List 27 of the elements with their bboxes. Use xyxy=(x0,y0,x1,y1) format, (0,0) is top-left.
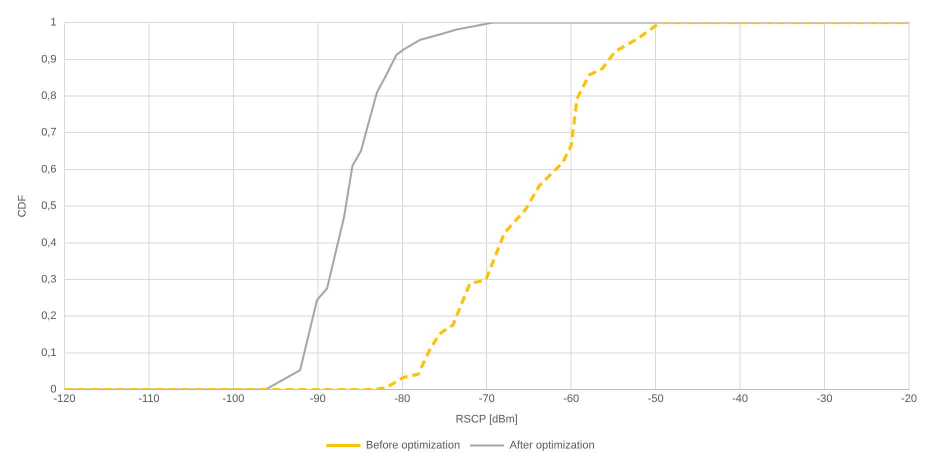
x-tick-label: -70 xyxy=(478,393,495,406)
y-tick-label: 0,1 xyxy=(41,346,56,359)
y-tick-label: 0,4 xyxy=(41,236,56,249)
x-tick-label: -110 xyxy=(138,393,160,406)
x-tick-label: -80 xyxy=(394,393,410,406)
x-tick-label: -30 xyxy=(816,393,832,406)
legend-label: After optimization xyxy=(510,440,595,452)
y-tick-label: 0,9 xyxy=(41,53,56,66)
y-tick-label: 0,3 xyxy=(41,274,56,286)
x-tick-label: -100 xyxy=(222,393,244,406)
x-tick-label: -120 xyxy=(53,393,76,406)
x-tick-label: -20 xyxy=(901,393,917,406)
line-series xyxy=(64,22,909,390)
y-tick-label: 0,8 xyxy=(41,90,56,102)
legend-label: Before optimization xyxy=(366,440,460,452)
x-axis-title: RSCP [dBm] xyxy=(456,413,518,426)
y-tick-label: 0,2 xyxy=(41,310,56,322)
y-tick-label: 0,6 xyxy=(41,163,56,176)
y-axis-title: CDF xyxy=(16,194,29,218)
x-tick-label: -60 xyxy=(563,393,580,406)
y-tick-label: 0,7 xyxy=(41,126,56,139)
x-tick-label: -90 xyxy=(310,393,326,406)
x-tick-label: -40 xyxy=(732,393,748,406)
y-tick-label: 0,5 xyxy=(41,200,56,212)
x-tick-label: -50 xyxy=(648,393,664,406)
y-tick-label: 1 xyxy=(50,16,56,29)
y-tick-label: 0 xyxy=(50,384,56,396)
